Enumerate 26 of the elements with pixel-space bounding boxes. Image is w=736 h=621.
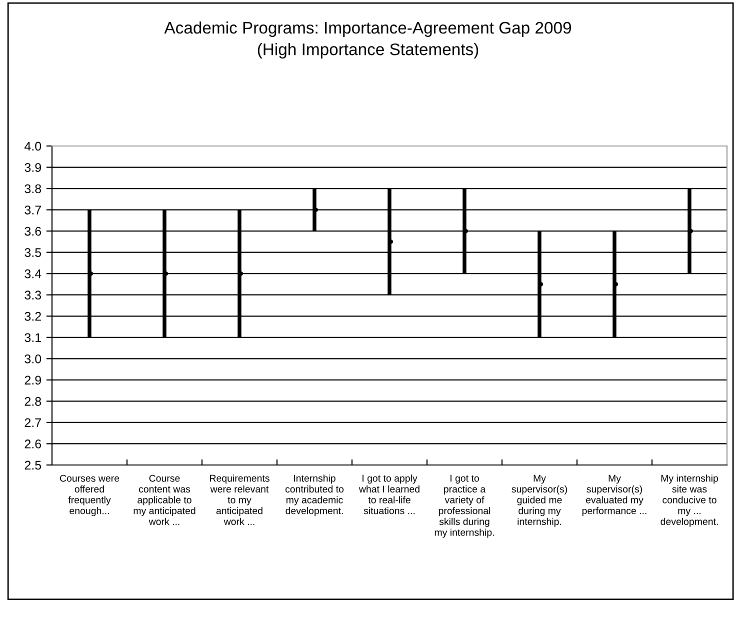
x-tick-label: Requirements were relevant to my anticipated work ...: [210, 474, 270, 526]
x-tick-label: My supervisor(s) guided me during my internship.: [512, 474, 567, 527]
x-tick-label: Courses were offered frequently enough...: [60, 474, 120, 516]
y-tick-label: 2.8: [24, 397, 42, 406]
x-tick-label: Internship contributed to my academic development.: [285, 474, 344, 516]
y-tick-label: 2.5: [24, 460, 42, 470]
x-tick-label: My supervisor(s) evaluated my performance ...: [582, 474, 646, 516]
y-tick-label: 3.2: [24, 312, 41, 321]
y-tick-label: 2.7: [24, 418, 41, 427]
x-tick-label: My internship site was conducive to my ... development.: [660, 474, 718, 527]
chart-title: Academic Programs: Importance-Agreement Gap 2009 (High Importance Statements): [164, 21, 572, 59]
y-tick-label: 3.4: [24, 269, 42, 278]
y-tick-label: 2.6: [24, 440, 42, 448]
y-tick-label: 3.6: [24, 226, 42, 236]
y-tick-label: 3.9: [24, 163, 41, 172]
y-tick-label: 3.0: [24, 354, 42, 364]
x-tick-label: I got to practice a variety of professional skills during my internship.: [434, 474, 494, 538]
y-tick-label: 3.3: [24, 290, 42, 300]
y-tick-label: 3.1: [24, 333, 41, 342]
x-tick-label: Course content was applicable to my anticipated work ...: [134, 474, 196, 526]
x-tick-label: I got to apply what I learned to real-life situations ...: [358, 474, 420, 514]
y-tick-label: 3.8: [24, 184, 42, 194]
y-tick-label: 2.9: [24, 376, 41, 385]
y-tick-label: 3.5: [24, 248, 42, 257]
y-tick-label: 3.7: [24, 206, 41, 214]
y-tick-label: 4.0: [24, 142, 42, 151]
